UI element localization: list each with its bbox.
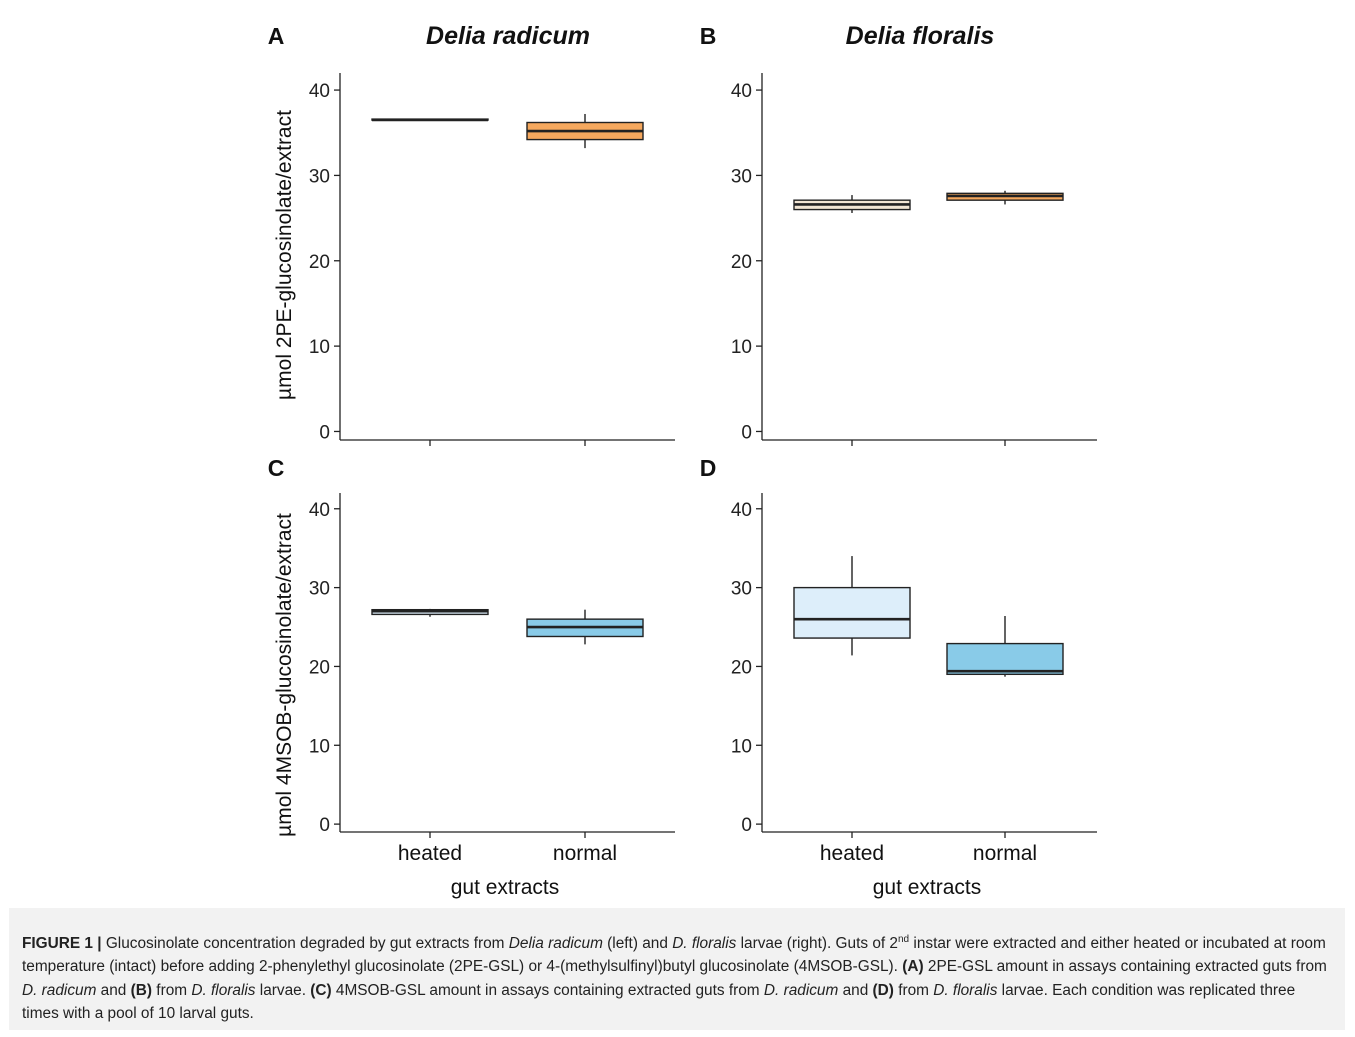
- caption-text: and: [838, 982, 872, 999]
- box-heated: [794, 588, 910, 638]
- y-tick-label: 10: [309, 337, 330, 358]
- panel-c: 0 10 20 30 40 heated normal: [309, 493, 675, 865]
- panel-b: 0 10 20 30 40: [731, 73, 1097, 446]
- caption-species: Delia radicum: [509, 935, 603, 952]
- caption-species: D. floralis: [933, 982, 997, 999]
- caption-text: and: [96, 982, 130, 999]
- y-tick-label: 40: [309, 500, 330, 521]
- column-title-left: Delia radicum: [426, 22, 590, 50]
- caption-text: larvae.: [256, 982, 311, 999]
- caption-text: larvae (right). Guts of 2: [736, 935, 898, 952]
- y-tick-label: 40: [731, 500, 752, 521]
- caption-panel-ref: (D): [873, 982, 894, 999]
- x-axis-title-right: gut extracts: [873, 876, 982, 899]
- y-tick-label: 0: [319, 422, 330, 443]
- y-tick-label: 0: [741, 422, 752, 443]
- y-tick-label: 30: [731, 166, 752, 187]
- x-tick-label: heated: [398, 842, 462, 865]
- caption-text: from: [894, 982, 933, 999]
- caption-species: D. radicum: [22, 982, 96, 999]
- y-tick-label: 0: [741, 815, 752, 836]
- y-tick-label: 10: [731, 337, 752, 358]
- y-tick-label: 20: [309, 252, 330, 273]
- caption-text: from: [152, 982, 191, 999]
- y-tick-label: 30: [309, 166, 330, 187]
- y-tick-label: 10: [731, 736, 752, 757]
- panel-letter-d: D: [700, 455, 717, 481]
- panel-letter-a: A: [268, 23, 285, 49]
- column-title-right: Delia floralis: [846, 22, 995, 50]
- y-axis-title-bottom: µmol 4MSOB-glucosinolate/extract: [273, 513, 296, 837]
- caption-text: 2PE-GSL amount in assays containing extr…: [924, 958, 1327, 975]
- caption-panel-ref: (B): [131, 982, 152, 999]
- caption-species: D. floralis: [672, 935, 736, 952]
- x-axis-title-left: gut extracts: [451, 876, 560, 899]
- caption-panel-ref: (A): [902, 958, 923, 975]
- caption-text: (left) and: [603, 935, 672, 952]
- y-axis-title-top: µmol 2PE-glucosinolate/extract: [273, 110, 296, 400]
- caption-text: Glucosinolate concentration degraded by …: [102, 935, 509, 952]
- x-tick-label: normal: [553, 842, 617, 865]
- caption-panel-ref: (C): [310, 982, 331, 999]
- x-tick-label: normal: [973, 842, 1037, 865]
- y-tick-label: 10: [309, 736, 330, 757]
- y-tick-label: 30: [731, 579, 752, 600]
- figure-caption: FIGURE 1 | Glucosinolate concentration d…: [9, 908, 1345, 1030]
- y-tick-label: 40: [731, 81, 752, 102]
- y-tick-label: 20: [731, 657, 752, 678]
- caption-text: 4MSOB-GSL amount in assays containing ex…: [332, 982, 764, 999]
- caption-species: D. floralis: [191, 982, 255, 999]
- panel-a: 0 10 20 30 40: [309, 73, 675, 446]
- box-normal: [947, 644, 1063, 675]
- panel-letter-b: B: [700, 23, 717, 49]
- caption-superscript: nd: [898, 934, 909, 945]
- y-tick-label: 20: [731, 252, 752, 273]
- x-tick-label: heated: [820, 842, 884, 865]
- box-plot-figure: Delia radicum Delia floralis A B C D µmo…: [0, 0, 1355, 905]
- y-tick-label: 30: [309, 579, 330, 600]
- panel-d: 0 10 20 30 40 heated normal: [731, 493, 1097, 865]
- y-tick-label: 20: [309, 657, 330, 678]
- caption-species: D. radicum: [764, 982, 838, 999]
- y-tick-label: 40: [309, 81, 330, 102]
- y-tick-label: 0: [319, 815, 330, 836]
- panel-letter-c: C: [268, 455, 285, 481]
- caption-label: FIGURE 1 |: [22, 935, 102, 952]
